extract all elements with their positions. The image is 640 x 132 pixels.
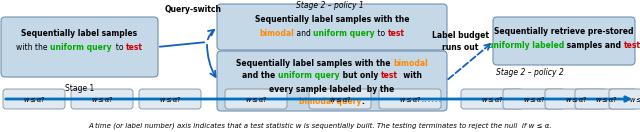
Text: test: test [126,44,143,53]
Text: bimodal: bimodal [393,58,428,67]
Text: test: test [623,41,640,51]
Text: test: test [381,72,397,81]
FancyBboxPatch shape [609,89,640,109]
Text: with: with [397,72,422,81]
Text: to: to [375,29,388,37]
Text: Sequentially label samples with the: Sequentially label samples with the [236,58,393,67]
Text: bimodal: bimodal [259,29,294,37]
Text: $w \leq \alpha$?: $w \leq \alpha$? [159,95,182,103]
FancyBboxPatch shape [575,89,637,109]
FancyBboxPatch shape [493,17,635,65]
Text: Stage 1: Stage 1 [65,84,94,93]
FancyBboxPatch shape [3,89,65,109]
Text: $w \leq \alpha$?: $w \leq \alpha$? [328,95,351,103]
Text: A time (or label number) axis indicates that a test statistic w is sequentially : A time (or label number) axis indicates … [88,123,552,129]
FancyBboxPatch shape [217,4,447,50]
Text: $w \leq \alpha$?: $w \leq \alpha$? [90,95,113,103]
Text: Query-switch: Query-switch [164,5,221,14]
Text: Sequentially label samples with the: Sequentially label samples with the [255,15,409,23]
Text: every sample labeled  by the: every sample labeled by the [269,84,395,93]
FancyBboxPatch shape [1,17,158,77]
Text: $w \leq \alpha$?: $w \leq \alpha$? [628,95,640,103]
FancyBboxPatch shape [503,89,565,109]
Text: and the: and the [243,72,278,81]
Text: Stage 2 – policy 2: Stage 2 – policy 2 [496,68,564,77]
FancyBboxPatch shape [71,89,133,109]
Text: Sequentially label samples: Sequentially label samples [21,29,138,39]
FancyBboxPatch shape [217,51,447,111]
Text: Sequentially retrieve pre-stored: Sequentially retrieve pre-stored [494,27,634,37]
Text: $w \leq \alpha$?: $w \leq \alpha$? [399,95,422,103]
FancyBboxPatch shape [461,89,523,109]
Text: uniformly labeled: uniformly labeled [488,41,564,51]
Text: .: . [362,98,365,107]
Text: uniform query: uniform query [278,72,340,81]
Text: Stage 2 – policy 1: Stage 2 – policy 1 [296,1,364,10]
FancyBboxPatch shape [139,89,201,109]
Text: $w \leq \alpha$?: $w \leq \alpha$? [522,95,545,103]
Text: $w \leq \alpha$?: $w \leq \alpha$? [22,95,45,103]
Text: $w \leq \alpha$?: $w \leq \alpha$? [244,95,268,103]
Text: test: test [388,29,404,37]
Text: and: and [294,29,314,37]
FancyBboxPatch shape [309,89,371,109]
FancyBboxPatch shape [225,89,287,109]
FancyBboxPatch shape [379,89,441,109]
Text: Label budget: Label budget [431,32,488,41]
Text: $w \leq \alpha$?: $w \leq \alpha$? [564,95,588,103]
Text: but only: but only [340,72,381,81]
Text: samples and: samples and [564,41,623,51]
Text: bimodal query: bimodal query [300,98,362,107]
Text: to: to [111,44,126,53]
Text: with the: with the [16,44,50,53]
Text: $w \leq \alpha$?: $w \leq \alpha$? [481,95,504,103]
Text: uniform query: uniform query [50,44,111,53]
Text: uniform query: uniform query [314,29,375,37]
Text: ......: ...... [421,94,443,104]
FancyBboxPatch shape [545,89,607,109]
Text: $w \leq \alpha$?: $w \leq \alpha$? [595,95,618,103]
Text: runs out: runs out [442,43,478,51]
